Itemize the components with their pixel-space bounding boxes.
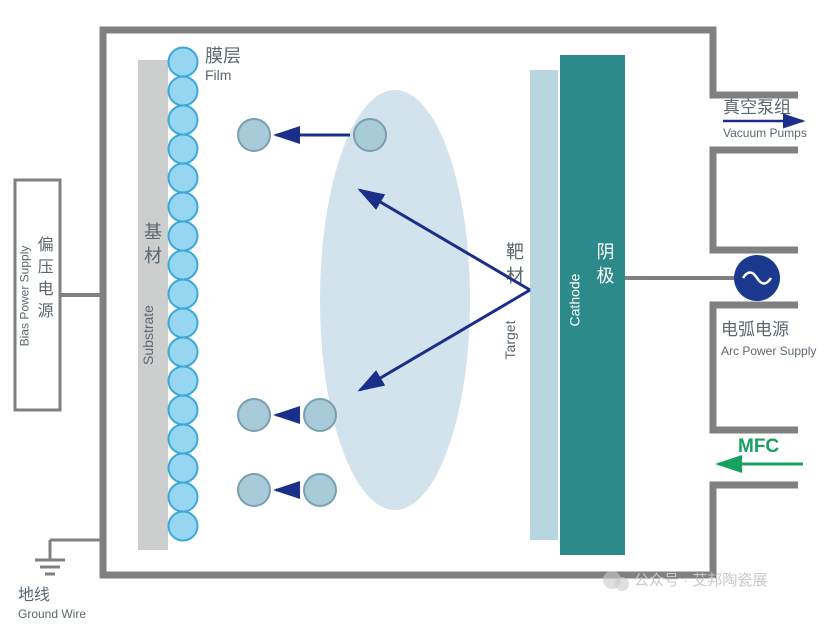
watermark-text: 公众号 · 艾邦陶瓷展	[634, 572, 767, 589]
film-particle	[169, 483, 198, 512]
bias-label-en: Bias Power Supply	[18, 246, 32, 347]
film-label-en: Film	[205, 67, 231, 83]
flying-particle	[238, 119, 270, 151]
ground-label-en: Ground Wire	[18, 607, 86, 621]
film-particle	[169, 135, 198, 164]
film-particle	[169, 396, 198, 425]
film-particle	[169, 425, 198, 454]
flying-particle	[304, 474, 336, 506]
bias-label-cn: 偏	[38, 236, 54, 254]
film-particle	[169, 48, 198, 77]
vacuum-label-en: Vacuum Pumps	[723, 126, 807, 140]
flying-particle	[304, 399, 336, 431]
ground-label-cn: 地线	[18, 586, 50, 604]
target-label-cn: 靶	[506, 242, 524, 262]
film-particle	[169, 280, 198, 309]
film-particle	[169, 367, 198, 396]
cathode-label-en: Cathode	[567, 273, 583, 326]
vacuum-label-cn: 真空泵组	[723, 98, 791, 117]
substrate-bar	[138, 60, 168, 550]
arc-label-cn: 电弧电源	[721, 320, 789, 339]
bias-label-cn: 压	[38, 259, 54, 276]
diagram-svg: 基材Substrate膜层Film靶材Target阴极Cathode偏压电源Bi…	[0, 0, 825, 632]
cathode-label-cn: 极	[597, 266, 615, 286]
substrate-label-en: Substrate	[140, 305, 156, 365]
film-particle	[169, 77, 198, 106]
arc-label-en: Arc Power Supply	[721, 344, 816, 358]
mfc-label: MFC	[738, 436, 779, 457]
film-particle	[169, 251, 198, 280]
substrate-label-cn: 基	[144, 222, 162, 242]
cathode-label-cn: 阴	[597, 242, 615, 262]
substrate-label-cn: 材	[144, 246, 162, 266]
bias-label-cn: 电	[38, 280, 54, 298]
target-bar	[530, 70, 558, 540]
film-particle	[169, 309, 198, 338]
flying-particle	[238, 399, 270, 431]
flying-particle	[354, 119, 386, 151]
film-particle	[169, 512, 198, 541]
film-particle	[169, 193, 198, 222]
film-particle	[169, 222, 198, 251]
film-particle	[169, 106, 198, 135]
target-label-en: Target	[502, 320, 518, 359]
plasma-cloud	[320, 90, 470, 510]
film-particle	[169, 164, 198, 193]
bias-label-cn: 源	[38, 302, 54, 320]
film-particle	[169, 454, 198, 483]
film-particle	[169, 338, 198, 367]
flying-particle	[238, 474, 270, 506]
film-label-cn: 膜层	[205, 46, 241, 66]
